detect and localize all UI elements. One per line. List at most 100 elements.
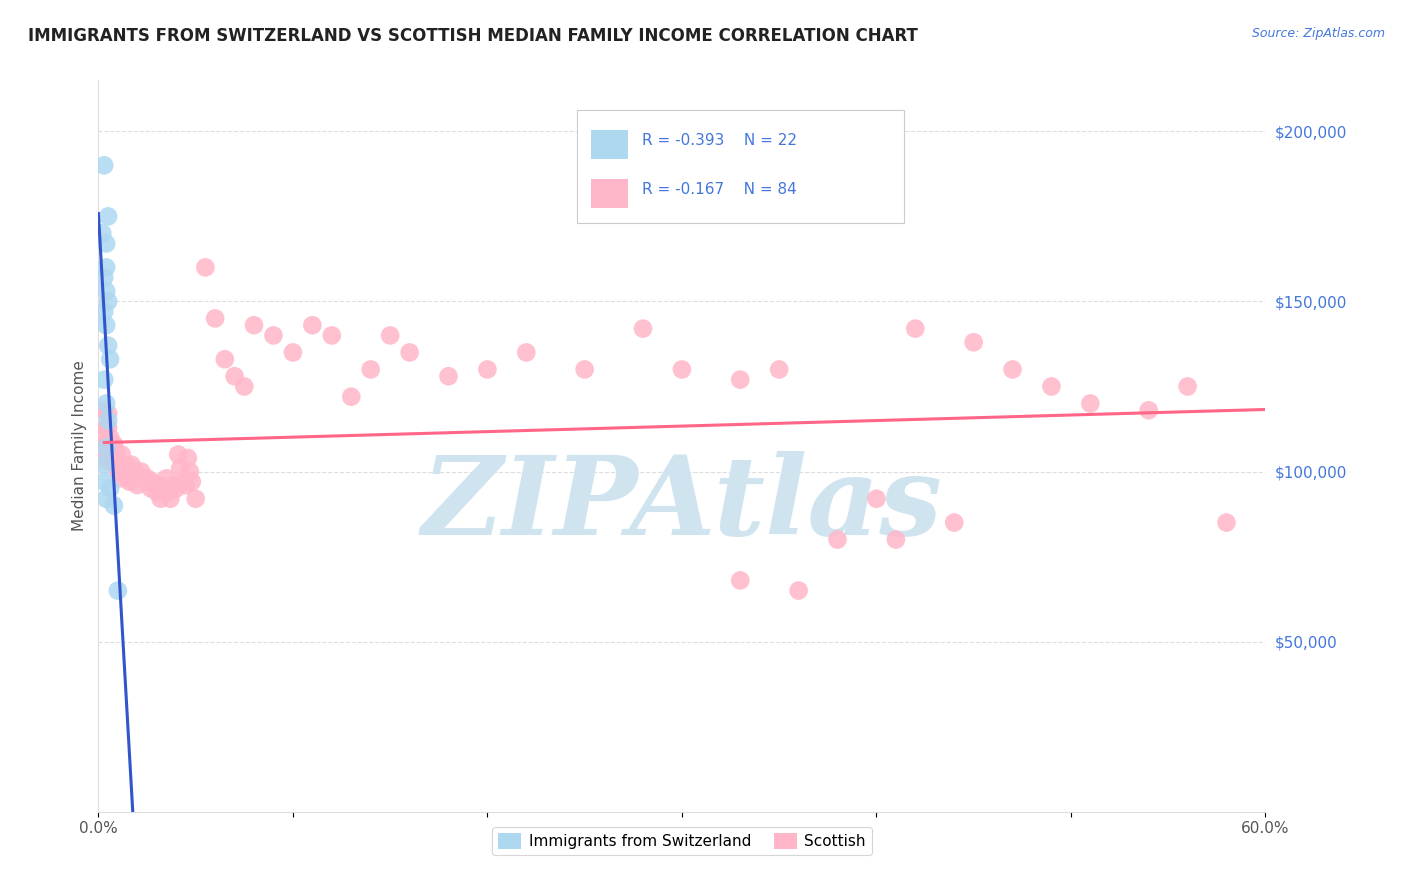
Point xyxy=(104,444,127,458)
Point xyxy=(97,338,120,352)
Point xyxy=(103,499,125,513)
Point xyxy=(98,430,121,444)
Point xyxy=(179,465,201,479)
Point xyxy=(321,328,343,343)
Point xyxy=(139,482,162,496)
FancyBboxPatch shape xyxy=(591,179,628,209)
Point xyxy=(827,533,849,547)
Point xyxy=(108,471,131,485)
Point xyxy=(136,471,159,485)
Text: Source: ZipAtlas.com: Source: ZipAtlas.com xyxy=(1251,27,1385,40)
Point xyxy=(122,471,145,485)
Point xyxy=(768,362,790,376)
Point xyxy=(1137,403,1160,417)
Legend: Immigrants from Switzerland, Scottish: Immigrants from Switzerland, Scottish xyxy=(492,827,872,855)
Point xyxy=(214,352,236,367)
Point xyxy=(107,465,129,479)
Point xyxy=(233,379,256,393)
Point xyxy=(97,413,120,427)
Point xyxy=(148,478,170,492)
Point xyxy=(157,484,180,499)
Point xyxy=(96,260,118,275)
Point xyxy=(97,407,120,421)
Point xyxy=(1040,379,1063,393)
Point xyxy=(437,369,460,384)
Point xyxy=(101,441,124,455)
Point xyxy=(93,304,115,318)
Point xyxy=(97,294,120,309)
Text: R = -0.167    N = 84: R = -0.167 N = 84 xyxy=(643,183,797,197)
Point xyxy=(155,471,177,485)
Point xyxy=(1177,379,1199,393)
Point xyxy=(124,465,146,479)
Point xyxy=(93,475,115,489)
Text: R = -0.393    N = 22: R = -0.393 N = 22 xyxy=(643,134,797,148)
Point xyxy=(98,444,121,458)
Point xyxy=(177,450,200,465)
Point xyxy=(152,482,174,496)
Point xyxy=(1080,396,1102,410)
Point xyxy=(169,461,191,475)
FancyBboxPatch shape xyxy=(576,110,904,223)
Point xyxy=(262,328,284,343)
Point xyxy=(93,158,115,172)
Point xyxy=(114,458,136,472)
Point xyxy=(118,475,141,489)
Point xyxy=(93,270,115,285)
Point xyxy=(129,465,152,479)
Point xyxy=(96,420,118,434)
Point xyxy=(96,318,118,333)
Point xyxy=(96,491,118,506)
Point xyxy=(142,475,165,489)
Point xyxy=(146,484,169,499)
Point xyxy=(162,478,184,492)
Point xyxy=(107,583,129,598)
Point xyxy=(574,362,596,376)
Point xyxy=(91,227,114,241)
Point xyxy=(93,373,115,387)
Point xyxy=(194,260,217,275)
Point xyxy=(93,403,115,417)
Point xyxy=(111,448,134,462)
Point xyxy=(360,362,382,376)
Point xyxy=(165,482,187,496)
Point xyxy=(167,448,190,462)
Point xyxy=(281,345,304,359)
Point xyxy=(97,420,120,434)
Point xyxy=(962,335,984,350)
Point xyxy=(96,236,118,251)
Point xyxy=(340,390,363,404)
Point xyxy=(103,437,125,451)
Point xyxy=(96,441,118,455)
Point xyxy=(96,437,118,451)
Point xyxy=(398,345,420,359)
Point xyxy=(127,478,149,492)
Point xyxy=(904,321,927,335)
Point xyxy=(101,454,124,468)
FancyBboxPatch shape xyxy=(591,130,628,160)
Point xyxy=(865,491,887,506)
Point xyxy=(943,516,966,530)
Point xyxy=(96,284,118,298)
Text: IMMIGRANTS FROM SWITZERLAND VS SCOTTISH MEDIAN FAMILY INCOME CORRELATION CHART: IMMIGRANTS FROM SWITZERLAND VS SCOTTISH … xyxy=(28,27,918,45)
Point xyxy=(134,475,156,489)
Y-axis label: Median Family Income: Median Family Income xyxy=(72,360,87,532)
Point xyxy=(98,482,121,496)
Point xyxy=(301,318,323,333)
Point xyxy=(1001,362,1024,376)
Text: ZIPAtlas: ZIPAtlas xyxy=(422,450,942,558)
Point xyxy=(93,430,115,444)
Point xyxy=(97,210,120,224)
Point xyxy=(103,450,125,465)
Point xyxy=(515,345,537,359)
Point xyxy=(117,471,139,485)
Point xyxy=(96,396,118,410)
Point xyxy=(224,369,246,384)
Point xyxy=(884,533,907,547)
Point xyxy=(93,441,115,455)
Point xyxy=(96,448,118,462)
Point xyxy=(243,318,266,333)
Point xyxy=(477,362,499,376)
Point xyxy=(787,583,810,598)
Point xyxy=(159,491,181,506)
